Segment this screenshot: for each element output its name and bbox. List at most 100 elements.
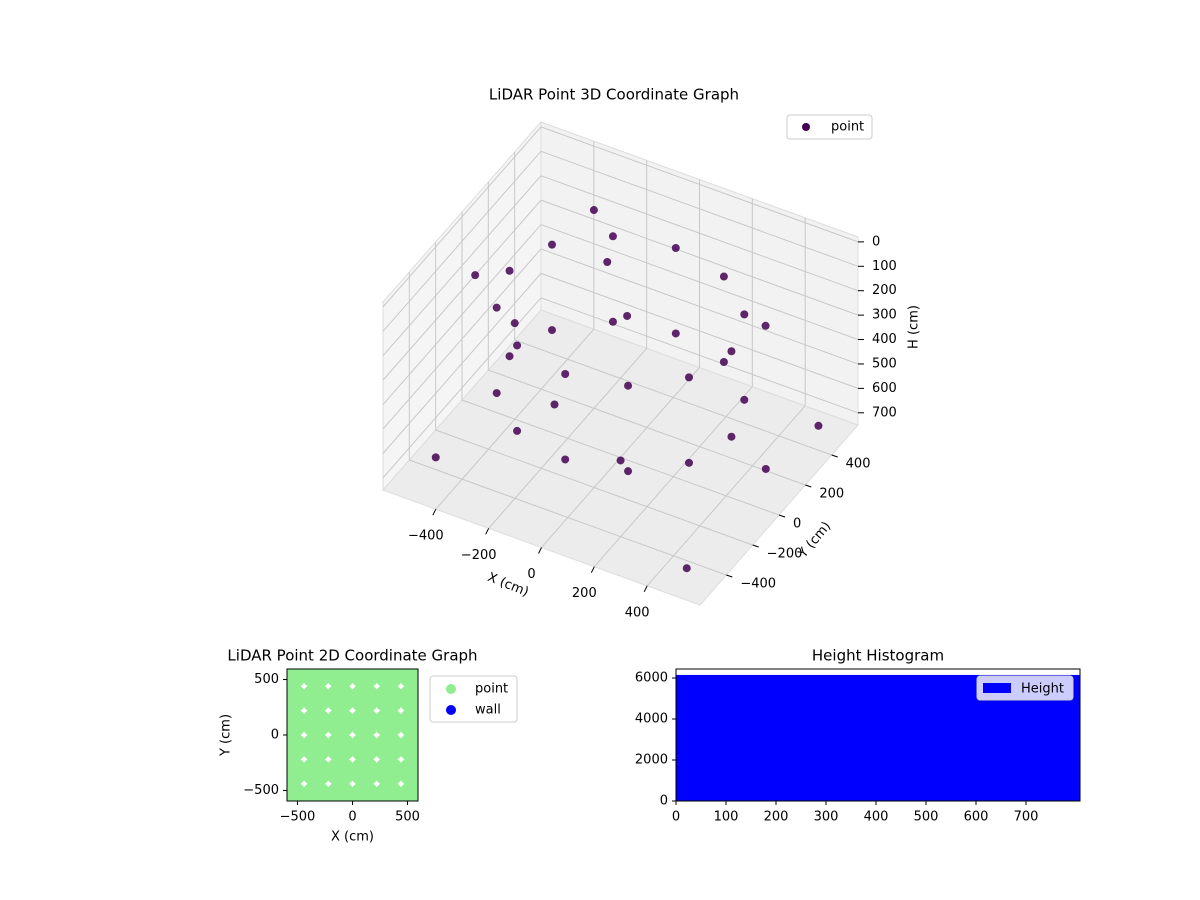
points <box>287 669 418 801</box>
point <box>398 683 418 714</box>
point <box>505 352 514 361</box>
point <box>719 272 728 281</box>
x-tick-label: 500 <box>395 810 420 825</box>
point <box>623 311 632 320</box>
y-tick-label: 0 <box>793 517 801 532</box>
point <box>561 370 570 379</box>
tick-mark <box>831 454 838 458</box>
point <box>301 756 332 787</box>
x-axis-label: X (cm) <box>485 570 530 600</box>
x-tick-label: 600 <box>964 810 989 825</box>
point <box>740 310 749 319</box>
x-tick-label: 0 <box>672 810 680 825</box>
point <box>325 707 356 738</box>
x-axis-label: X (cm) <box>331 830 374 845</box>
grid-line <box>382 224 859 405</box>
z-tick-label: 200 <box>872 283 897 298</box>
z-tick-label: 100 <box>872 259 897 274</box>
point <box>349 669 380 689</box>
point <box>301 707 332 738</box>
legend-label: point <box>831 120 864 135</box>
z-axis-label: H (cm) <box>907 305 922 349</box>
point <box>398 707 418 738</box>
x-tick-label: 0 <box>348 810 356 825</box>
point <box>349 683 380 714</box>
z-tick-label: 300 <box>872 308 897 323</box>
point <box>550 400 559 409</box>
point <box>301 781 332 801</box>
point <box>325 669 356 689</box>
x-tick-label: 500 <box>914 810 939 825</box>
tick-mark <box>590 566 595 573</box>
point <box>624 381 633 390</box>
y-tick-label: −500 <box>243 783 279 798</box>
tick-mark <box>778 514 786 518</box>
point <box>624 467 633 476</box>
point <box>373 781 404 801</box>
point <box>349 756 380 787</box>
grid-line <box>408 272 727 576</box>
point <box>301 732 332 763</box>
point <box>287 756 307 787</box>
x-tick-label: 300 <box>814 810 839 825</box>
point <box>561 455 570 464</box>
grid-line <box>382 272 859 454</box>
tick-mark <box>432 508 437 516</box>
point <box>727 432 736 441</box>
point <box>547 240 556 249</box>
point <box>287 732 307 763</box>
x-tick-label: −400 <box>408 529 444 544</box>
legend-label: wall <box>475 703 501 718</box>
tick-mark <box>805 484 812 488</box>
point <box>589 206 598 215</box>
legend-box <box>786 114 873 140</box>
y-tick-label: 0 <box>271 728 279 743</box>
points <box>431 206 823 573</box>
point <box>671 244 680 253</box>
point <box>814 421 823 430</box>
x-tick-label: 700 <box>1014 810 1039 825</box>
x-tick-label: 400 <box>864 810 889 825</box>
point <box>513 426 522 435</box>
chart-title: LiDAR Point 2D Coordinate Graph <box>227 647 477 665</box>
tick-mark <box>538 547 542 554</box>
grid-line <box>382 248 859 430</box>
point <box>547 326 556 335</box>
point <box>373 756 404 787</box>
y-tick-label: 0 <box>660 794 668 809</box>
y-tick-label: −200 <box>767 547 803 562</box>
grid-line <box>382 175 859 357</box>
x-tick-label: 200 <box>572 586 597 601</box>
chart-title: Height Histogram <box>812 647 944 665</box>
y-tick-label: 2000 <box>635 753 668 768</box>
point <box>301 683 332 714</box>
y-axis-label: Y (cm) <box>219 714 234 757</box>
z-tick-label: 400 <box>872 332 897 347</box>
legend-label: point <box>475 682 508 697</box>
legend-marker <box>802 123 810 131</box>
point <box>373 732 404 763</box>
point <box>325 683 356 714</box>
point <box>287 683 307 714</box>
point <box>492 303 501 312</box>
grid-line <box>382 297 859 479</box>
y-tick-label: 4000 <box>635 712 668 727</box>
grid-line <box>382 126 859 308</box>
grid-line <box>514 152 832 456</box>
point <box>325 756 356 787</box>
x-tick-label: 400 <box>625 605 650 620</box>
grid-line <box>487 182 806 486</box>
legend-marker <box>446 684 456 694</box>
axes-frame <box>675 668 1081 802</box>
z-tick-label: 600 <box>872 381 897 396</box>
tick-mark <box>643 585 648 593</box>
point <box>671 329 680 338</box>
point <box>287 707 307 738</box>
point <box>373 683 404 714</box>
point <box>608 232 617 241</box>
point <box>349 781 380 801</box>
grid-line <box>382 150 859 332</box>
point <box>682 564 691 573</box>
legend-marker <box>983 683 1011 693</box>
